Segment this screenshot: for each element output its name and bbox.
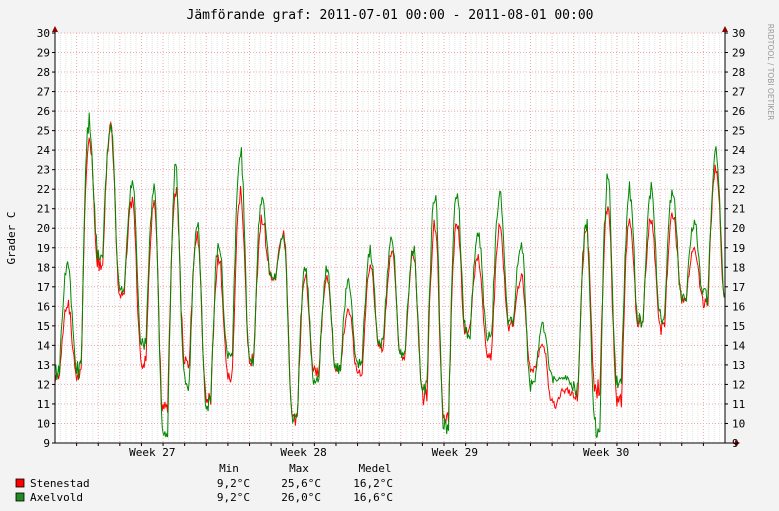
legend-name-axelvold: Axelvold <box>30 491 83 504</box>
y-tick-label-right: 24 <box>732 144 746 157</box>
grid <box>55 32 725 444</box>
x-tick-label: Week 30 <box>583 446 629 459</box>
y-tick-label: 21 <box>37 203 50 216</box>
legend-swatch-axelvold <box>15 492 25 502</box>
legend-max-axelvold: 26,0°C <box>281 491 321 504</box>
y-tick-label: 19 <box>37 242 50 255</box>
y-tick-label-right: 16 <box>732 300 745 313</box>
y-axis-label: Grader C <box>5 212 18 265</box>
y-tick-label-right: 26 <box>732 105 745 118</box>
y-tick-label: 17 <box>37 281 50 294</box>
legend-min-stenestad: 9,2°C <box>217 477 250 490</box>
legend-max-stenestad: 25,6°C <box>281 477 321 490</box>
watermark: RRDTOOL / TOBI OETIKER <box>766 24 775 121</box>
y-tick-label: 9 <box>43 437 50 450</box>
chart-title: Jämförande graf: 2011-07-01 00:00 - 2011… <box>187 8 594 23</box>
y-tick-label-right: 18 <box>732 261 745 274</box>
series-line-axelvold <box>54 112 725 438</box>
y-tick-label: 20 <box>37 222 50 235</box>
y-tick-label-right: 19 <box>732 242 745 255</box>
legend: Min Max Medel Stenestad 9,2°C 25,6°C 16,… <box>15 462 393 504</box>
y-tick-label-right: 13 <box>732 359 745 372</box>
y-tick-label-right: 11 <box>732 398 745 411</box>
y-tick-label: 12 <box>37 378 50 391</box>
legend-name-stenestad: Stenestad <box>30 477 90 490</box>
y-tick-label: 27 <box>37 86 50 99</box>
y-tick-label: 13 <box>37 359 50 372</box>
x-axis-arrow <box>735 440 740 446</box>
y-axis-right-arrow <box>722 26 728 32</box>
series-lines <box>54 112 725 438</box>
y-tick-label-right: 27 <box>732 86 745 99</box>
y-tick-label-right: 17 <box>732 281 745 294</box>
y-tick-label-right: 23 <box>732 164 745 177</box>
tick-labels: 9 9 10 10 11 11 12 12 13 13 14 14 15 15 16 16 17 17 18 18 19… <box>37 27 746 459</box>
y-tick-label-right: 9 <box>732 437 739 450</box>
y-tick-label-right: 22 <box>732 183 745 196</box>
legend-mean-axelvold: 16,6°C <box>353 491 393 504</box>
legend-header-mean: Medel <box>358 462 391 475</box>
legend-min-axelvold: 9,2°C <box>217 491 250 504</box>
y-tick-label-right: 28 <box>732 66 745 79</box>
y-tick-label: 30 <box>37 27 50 40</box>
y-tick-label-right: 29 <box>732 47 745 60</box>
y-tick-label-right: 12 <box>732 378 745 391</box>
y-tick-label-right: 14 <box>732 339 746 352</box>
legend-header-min: Min <box>219 462 239 475</box>
y-tick-label: 26 <box>37 105 50 118</box>
y-tick-label: 14 <box>37 339 51 352</box>
y-tick-label: 22 <box>37 183 50 196</box>
y-tick-label: 28 <box>37 66 50 79</box>
y-tick-label: 29 <box>37 47 50 60</box>
y-tick-label-right: 10 <box>732 417 745 430</box>
axes <box>52 26 740 446</box>
y-tick-label-right: 30 <box>732 27 745 40</box>
y-tick-label: 24 <box>37 144 51 157</box>
y-tick-label: 23 <box>37 164 50 177</box>
y-tick-label-right: 15 <box>732 320 745 333</box>
y-tick-label: 16 <box>37 300 50 313</box>
y-tick-label-right: 20 <box>732 222 745 235</box>
y-tick-label: 25 <box>37 125 50 138</box>
legend-header-max: Max <box>289 462 309 475</box>
x-tick-label: Week 27 <box>129 446 175 459</box>
y-tick-label-right: 21 <box>732 203 745 216</box>
x-tick-label: Week 29 <box>432 446 478 459</box>
series-line-stenestad <box>54 120 725 426</box>
legend-swatch-stenestad <box>15 478 25 488</box>
y-tick-label: 10 <box>37 417 50 430</box>
y-axis-arrow <box>52 26 58 32</box>
y-tick-label: 18 <box>37 261 50 274</box>
legend-mean-stenestad: 16,2°C <box>353 477 393 490</box>
x-tick-label: Week 28 <box>280 446 326 459</box>
y-tick-label: 15 <box>37 320 50 333</box>
y-tick-label: 11 <box>37 398 50 411</box>
y-tick-label-right: 25 <box>732 125 745 138</box>
